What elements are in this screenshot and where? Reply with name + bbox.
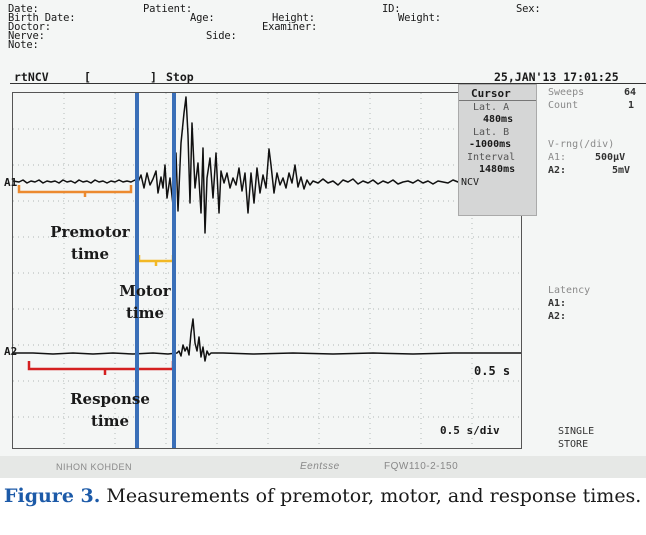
motor-label: Motor time (110, 280, 180, 324)
lat-b-value: -1000ms (469, 139, 512, 150)
waveform-svg (13, 93, 521, 448)
status-divider (10, 83, 646, 84)
timebase-label: 0.5 s/div (440, 424, 500, 437)
header-age: Age: (190, 12, 215, 24)
mode-single: SINGLE (558, 426, 595, 437)
response-label-line1: Response (70, 390, 150, 408)
sweeps-label: Sweeps (548, 87, 585, 98)
status-bracket-close: ] (150, 70, 157, 84)
mode-store: STORE (558, 439, 589, 450)
sweeps-value: 64 (624, 87, 637, 98)
cursor-panel: Cursor Lat. A 480ms Lat. B -1000ms Inter… (458, 84, 537, 216)
motor-label-line1: Motor (119, 282, 171, 300)
status-mode: rtNCV (14, 70, 49, 84)
footer-model: FQW110-2-150 (384, 461, 459, 472)
header-weight: Weight: (398, 12, 441, 24)
premotor-label-line1: Premotor (50, 223, 130, 241)
scale-label: 0.5 s (474, 364, 511, 378)
header-height: Height: (272, 12, 315, 24)
motor-label-line2: time (125, 304, 165, 322)
status-bracket-open: [ (84, 70, 91, 84)
emg-monitor-screen: Date: Birth Date: Doctor: Nerve: Note: P… (0, 0, 646, 478)
channel-a1-label: A1 (4, 176, 18, 189)
premotor-bracket (17, 185, 133, 194)
footer-model-logo: Eentsse (300, 461, 340, 472)
header-note: Note: (8, 39, 39, 51)
waveform-plot (12, 92, 522, 449)
status-datetime: 25,JAN'13 17:01:25 (494, 70, 619, 84)
header-birth-date: Birth Date: (8, 12, 76, 24)
footer-brand: NIHON KOHDEN (56, 462, 133, 472)
vrng-a2-value: 5mV (612, 165, 631, 176)
interval-label: Interval (467, 152, 516, 163)
latency-a1: A1: (548, 298, 567, 309)
response-label-line2: time (90, 412, 130, 430)
cursor-panel-divider (459, 100, 536, 101)
premotor-label: Premotor time (40, 221, 140, 265)
count-value: 1 (628, 100, 635, 111)
figure-caption-text: Measurements of premotor, motor, and res… (100, 485, 642, 507)
trace-a2 (13, 318, 521, 362)
interval-value: 1480ms (479, 164, 516, 175)
header-sex: Sex: (516, 3, 541, 15)
vrng-a1-value: 500µV (595, 152, 626, 163)
status-state: Stop (166, 70, 194, 84)
cursor-panel-footer: NCV (461, 177, 480, 188)
header-side: Side: (206, 30, 237, 42)
header-nerve: Nerve: (8, 30, 45, 42)
response-bracket (27, 361, 175, 371)
lat-b-label: Lat. B (473, 127, 510, 138)
response-label: Response time (60, 388, 160, 432)
latency-label: Latency (548, 285, 591, 296)
figure-caption-label: Figure 3. (4, 485, 101, 507)
device-footer (0, 456, 646, 478)
trace-a1 (13, 96, 464, 234)
lat-a-label: Lat. A (473, 102, 510, 113)
figure-caption: Figure 3. Measurements of premotor, moto… (4, 484, 642, 509)
header-date: Date: (8, 3, 39, 15)
vrng-label: V-rng(/div) (548, 139, 615, 150)
header-doctor: Doctor: (8, 21, 51, 33)
motor-bracket (137, 255, 175, 263)
cursor-panel-title: Cursor (471, 87, 511, 100)
header-id: ID: (382, 3, 401, 15)
latency-a2: A2: (548, 311, 567, 322)
channel-a2-label: A2 (4, 345, 18, 358)
vrng-a1-label: A1: (548, 152, 567, 163)
count-label: Count (548, 100, 579, 111)
plot-grid (13, 93, 521, 448)
header-examiner: Examiner: (262, 21, 318, 33)
lat-a-value: 480ms (483, 114, 514, 125)
header-patient: Patient: (143, 3, 192, 15)
premotor-label-line2: time (70, 245, 110, 263)
vrng-a2-label: A2: (548, 165, 567, 176)
